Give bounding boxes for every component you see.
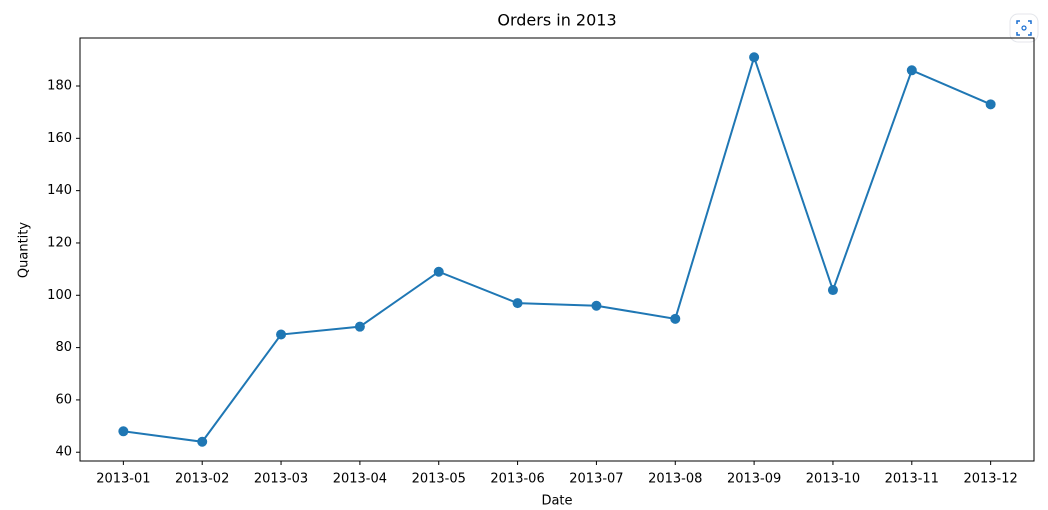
chart-title: Orders in 2013 (497, 11, 616, 30)
data-point (591, 300, 602, 311)
data-point (197, 436, 208, 447)
data-point (985, 99, 996, 110)
x-tick-label: 2013-11 (885, 472, 939, 487)
x-tick-label: 2013-09 (727, 472, 781, 487)
data-point (512, 298, 523, 309)
x-tick-label: 2013-10 (806, 472, 860, 487)
y-tick-label: 140 (47, 183, 72, 198)
data-point (827, 285, 838, 296)
x-tick-label: 2013-06 (490, 472, 544, 487)
x-tick-label: 2013-01 (96, 472, 150, 487)
y-tick-label: 120 (47, 235, 72, 250)
data-point (906, 65, 917, 76)
expand-icon[interactable] (1009, 13, 1039, 43)
plot-frame (79, 37, 1035, 462)
y-tick-label: 100 (47, 288, 72, 303)
x-tick-label: 2013-02 (175, 472, 229, 487)
x-tick-label: 2013-05 (412, 472, 466, 487)
x-tick-label: 2013-07 (569, 472, 623, 487)
x-tick-label: 2013-03 (254, 472, 308, 487)
x-tick-label: 2013-04 (333, 472, 387, 487)
y-tick-label: 40 (55, 445, 72, 460)
data-line (123, 53, 992, 443)
data-point (354, 321, 365, 332)
y-tick-label: 160 (47, 131, 72, 146)
y-tick-label: 80 (55, 340, 72, 355)
x-tick-label: 2013-08 (648, 472, 702, 487)
y-tick-label: 60 (55, 392, 72, 407)
data-point (118, 426, 129, 437)
x-tick-label: 2013-12 (963, 472, 1017, 487)
data-point (670, 313, 681, 324)
y-tick-label: 180 (47, 79, 72, 94)
y-axis-label: Quantity (17, 222, 32, 278)
data-point (749, 52, 760, 63)
data-point (276, 329, 287, 340)
x-axis-label: Date (541, 494, 572, 509)
data-point (433, 266, 444, 277)
